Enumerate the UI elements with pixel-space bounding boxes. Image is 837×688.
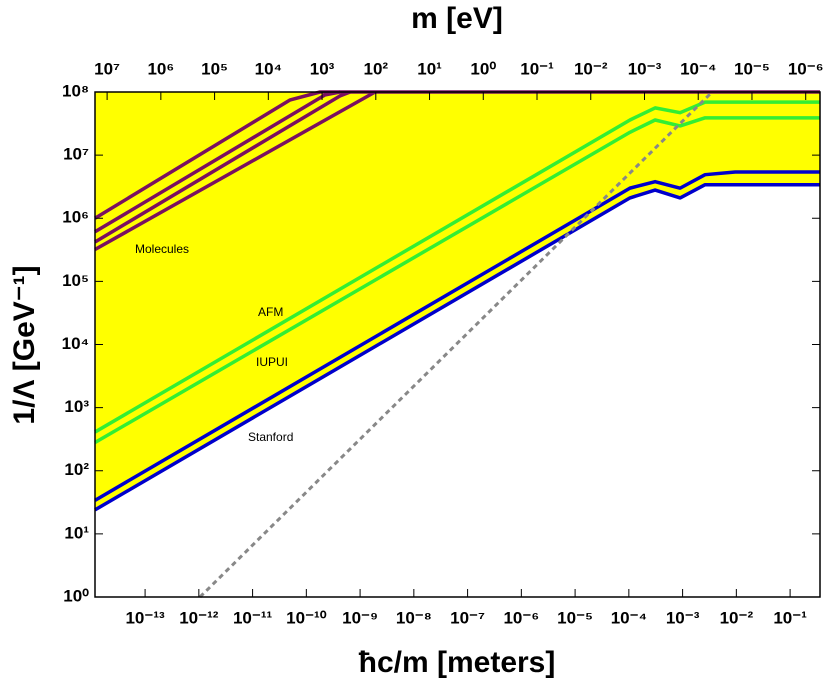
y-tick-label: 10²: [64, 460, 89, 479]
y-tick-label: 10⁰: [63, 586, 89, 605]
y-tick-label: 10¹: [64, 523, 89, 542]
x-axis-title: ħc/m [meters]: [359, 646, 556, 679]
curve-label: Molecules: [135, 242, 189, 256]
reference-line: [198, 90, 714, 599]
curve-label: IUPUI: [256, 355, 288, 369]
x-tick-label: 10⁻¹: [773, 608, 807, 627]
y-tick-label: 10³: [64, 397, 89, 416]
x2-tick-label: 10¹: [417, 59, 442, 78]
x2-tick-label: 10⁴: [255, 59, 282, 78]
x2-tick-label: 10⁻⁴: [680, 59, 716, 78]
x-tick-label: 10⁻⁷: [450, 608, 485, 627]
limit-curve: [94, 100, 820, 434]
x-tick-label: 10⁻¹⁰: [286, 608, 327, 627]
x2-tick-label: 10²: [364, 59, 389, 78]
y-tick-label: 10⁸: [62, 81, 89, 100]
top-axis-title: m [eV]: [411, 2, 503, 35]
x-tick-label: 10⁻⁹: [342, 608, 378, 627]
curve-label: Stanford: [248, 430, 293, 444]
limit-curve: [94, 182, 820, 512]
x2-tick-label: 10⁰: [470, 59, 496, 78]
limit-curve: [94, 90, 341, 234]
x-tick-label: 10⁻¹²: [179, 608, 219, 627]
x2-tick-label: 10⁻⁵: [734, 59, 770, 78]
x2-tick-label: 10⁶: [147, 59, 174, 78]
y-axis-title: 1/Λ [GeV⁻¹]: [8, 265, 41, 424]
x-tick-label: 10⁻²: [720, 608, 754, 627]
x-tick-label: 10⁻⁸: [396, 608, 432, 627]
limit-curve: [94, 90, 376, 252]
x-tick-label: 10⁻³: [666, 608, 700, 627]
excluded-region: [95, 92, 820, 510]
x2-tick-label: 10⁻⁶: [788, 59, 824, 78]
curve-label: AFM: [258, 305, 283, 319]
x2-tick-label: 10⁻¹: [520, 59, 554, 78]
x-tick-label: 10⁻¹³: [125, 608, 165, 627]
limit-curve: [94, 170, 820, 502]
x2-tick-label: 10⁻²: [574, 59, 608, 78]
x-tick-label: 10⁻⁶: [503, 608, 539, 627]
y-tick-label: 10⁵: [62, 271, 89, 290]
limit-curve: [94, 90, 351, 244]
x-tick-label: 10⁻⁴: [611, 608, 647, 627]
x-tick-label: 10⁻¹¹: [233, 608, 273, 627]
x2-tick-label: 10⁷: [94, 59, 120, 78]
x-tick-label: 10⁻⁵: [557, 608, 593, 627]
x2-tick-label: 10³: [310, 59, 335, 78]
x2-tick-label: 10⁵: [201, 59, 228, 78]
limit-curve: [94, 116, 820, 445]
y-tick-label: 10⁴: [62, 334, 89, 353]
y-tick-label: 10⁶: [62, 208, 89, 227]
y-tick-label: 10⁷: [63, 145, 89, 164]
x2-tick-label: 10⁻³: [628, 59, 662, 78]
